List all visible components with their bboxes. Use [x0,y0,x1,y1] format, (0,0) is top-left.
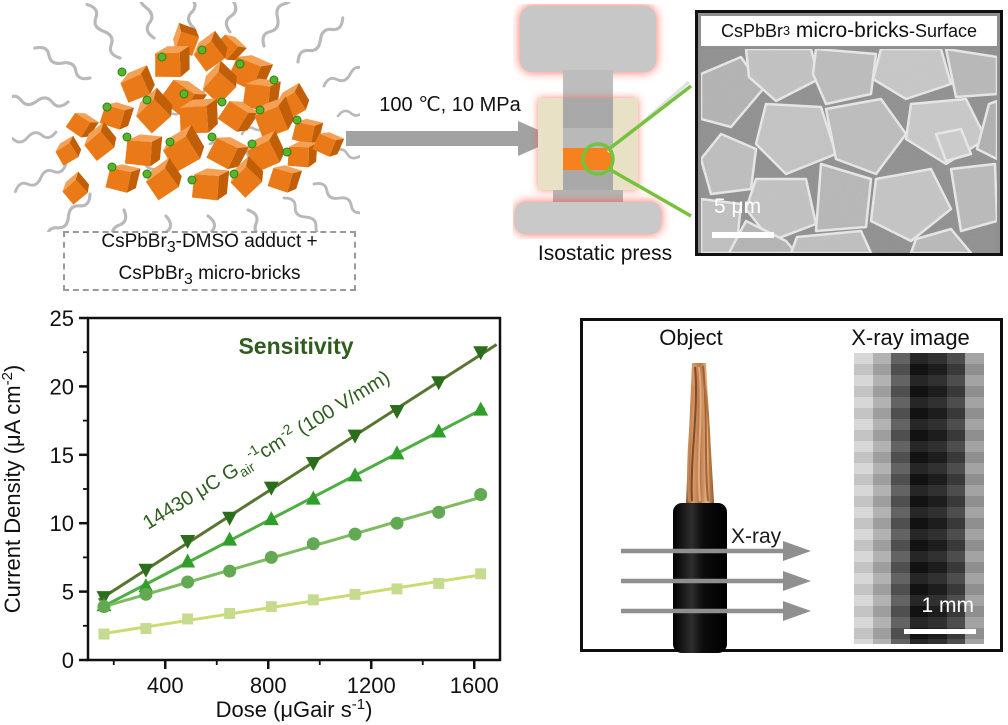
svg-text:15: 15 [50,443,74,468]
svg-text:Sensitivity: Sensitivity [238,333,353,359]
svg-text:Current Density (μA cm-2): Current Density (μA cm-2) [0,365,25,614]
svg-text:14430 μC Gair-1cm-2 (100 V/mm): 14430 μC Gair-1cm-2 (100 V/mm) [137,363,396,537]
svg-text:1600: 1600 [450,673,499,698]
sem-scale-label: 5 μm [714,195,762,218]
dmso-adduct-dots [102,45,302,185]
adduct-label-line2: CsPbBr3 micro-bricks [118,263,301,288]
pressed-sample [563,148,613,170]
xray-beam-label: X-ray [731,525,782,548]
isostatic-press-illustration [515,6,693,234]
magnifier-callout [581,84,693,218]
sem-image-panel: CsPbBr 3 micro-bricks -Surface [695,10,1003,256]
xray-beam-arrows [621,541,811,621]
press-label: Isostatic press [537,242,673,265]
svg-text:0: 0 [62,648,74,673]
svg-text:Dose (μGair s-1): Dose (μGair s-1) [216,696,373,722]
adduct-label-line1: CsPbBr3-DMSO adduct + [101,231,318,256]
xray-band [891,353,910,644]
xray-image-label: X-ray image [851,325,970,350]
object-label: Object [659,325,723,350]
xray-image: 1 mm [854,353,985,644]
adduct-label-box: CsPbBr3-DMSO adduct + CsPbBr3 micro-bric… [63,231,356,291]
xray-band [872,353,892,644]
wire-insulation [673,503,727,653]
sensitivity-chart: 400 800 1200 1600 0 5 10 15 20 25 Sensitivity 14430… [0,300,545,725]
micro-bricks-illustration [12,2,360,232]
svg-text:800: 800 [250,673,287,698]
wire-object-photo [673,363,727,653]
xray-scale-bar [904,629,976,634]
xray-demo-panel: Object X-ray image [580,318,1003,653]
svg-text:25: 25 [50,306,74,331]
svg-text:10: 10 [50,511,74,536]
svg-text:400: 400 [147,673,184,698]
xray-band [854,353,873,644]
sem-title: CsPbBr 3 micro-bricks -Surface [701,16,997,46]
svg-text:5: 5 [62,580,74,605]
svg-text:1200: 1200 [347,673,396,698]
svg-text:20: 20 [50,374,74,399]
sem-scale-bar [712,232,774,238]
sensitivity-chart-svg: 400 800 1200 1600 0 5 10 15 20 25 Sensitivity 14430… [0,306,502,722]
process-conditions-text: 100 ℃, 10 MPa [379,94,521,116]
sem-micrograph [701,49,997,253]
xray-scale-label: 1 mm [921,594,975,617]
